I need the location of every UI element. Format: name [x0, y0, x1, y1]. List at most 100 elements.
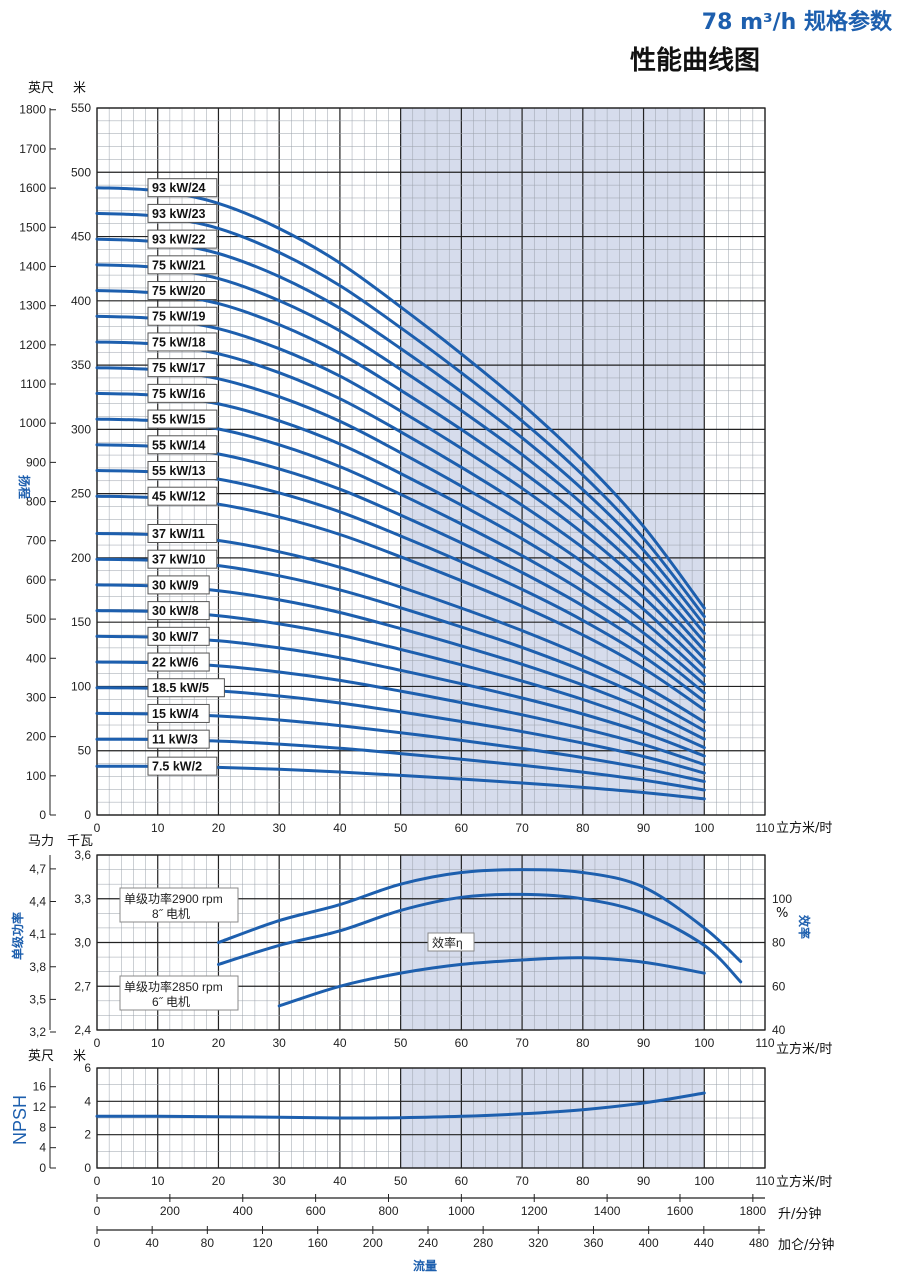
- head-curve-label: 93 kW/24: [152, 181, 206, 195]
- gpm-tick: 360: [583, 1236, 603, 1250]
- head-tick-ft: 1700: [19, 142, 46, 156]
- head-curve-label: 30 kW/9: [152, 578, 199, 592]
- power-tick-hp: 3,5: [29, 992, 46, 1006]
- head-tick-ft: 600: [26, 573, 46, 587]
- power-tick-hp: 3,8: [29, 960, 46, 974]
- head-tick-ft: 1300: [19, 299, 46, 313]
- head-curve-label-box: [147, 460, 218, 480]
- head-tick-m: 0: [84, 808, 91, 822]
- npsh-tick-ft: 12: [33, 1100, 47, 1114]
- power-tick-x: 10: [151, 1036, 165, 1050]
- head-curve-label-box: [147, 409, 218, 429]
- flow-axis-label: 流量: [413, 1258, 437, 1273]
- head-tick-ft: 900: [26, 455, 46, 469]
- eff-tick: 80: [772, 936, 786, 950]
- head-curve-label: 55 kW/14: [152, 438, 206, 452]
- spec-title: 78 m³/h 规格参数: [701, 10, 892, 35]
- power-tick-x: 20: [212, 1036, 226, 1050]
- head-curve: [95, 340, 706, 661]
- head-tick-x: 80: [576, 821, 590, 835]
- power-tick-kw: 3,0: [74, 936, 91, 950]
- gpm-tick: 200: [363, 1236, 383, 1250]
- head-frame: [96, 107, 766, 816]
- power-frame: [96, 854, 766, 1031]
- head-tick-x: 0: [94, 821, 101, 835]
- head-tick-x: 110: [755, 821, 774, 835]
- head-axis-label: 扬程: [17, 475, 32, 499]
- head-curve-label: 37 kW/10: [152, 553, 206, 567]
- percent-label: %: [776, 906, 788, 921]
- flow-unit-label-1: 立方米/时: [776, 820, 832, 836]
- head-tick-x: 70: [515, 821, 529, 835]
- lmin-tick: 1600: [667, 1204, 694, 1218]
- head-curve-label: 75 kW/19: [152, 310, 206, 324]
- npsh-tick-x: 60: [455, 1174, 469, 1188]
- npsh-tick-ft: 4: [39, 1141, 46, 1155]
- npsh-tick-x: 80: [576, 1174, 590, 1188]
- npsh-curve: [95, 1091, 706, 1120]
- head-tick-ft: 800: [26, 495, 46, 509]
- head-curve-label-box: [147, 549, 218, 569]
- lmin-tick: 200: [160, 1204, 180, 1218]
- gpm-unit-label: 加仑/分钟: [778, 1237, 834, 1253]
- head-curve-label: 30 kW/8: [152, 604, 199, 618]
- power-curve: [217, 892, 743, 984]
- power-tick-x: 70: [515, 1036, 529, 1050]
- lmin-tick: 1400: [594, 1204, 621, 1218]
- meters-unit-label: 米: [73, 81, 86, 96]
- head-tick-ft: 1600: [19, 181, 46, 195]
- head-curve-label: 30 kW/7: [152, 630, 199, 644]
- head-tick-m: 500: [71, 165, 91, 179]
- power-curve: [217, 868, 743, 963]
- head-curve-label: 55 kW/15: [152, 413, 206, 427]
- power-tick-x: 40: [333, 1036, 347, 1050]
- npsh-tick-x: 70: [515, 1174, 529, 1188]
- head-curve-label-box: [147, 229, 218, 249]
- feet-unit-label-npsh: 英尺: [28, 1049, 54, 1064]
- lmin-tick: 1000: [448, 1204, 475, 1218]
- head-curves: 7.5 kW/2 11 kW/3 15 kW/4 18.5 kW/5 22 kW/6 30…: [95, 178, 706, 801]
- annotation-2900-line1: 单级功率2900 rpm: [124, 891, 223, 906]
- gpm-tick: 320: [528, 1236, 548, 1250]
- head-tick-m: 400: [71, 294, 91, 308]
- head-tick-x: 50: [394, 821, 408, 835]
- eff-tick: 60: [772, 979, 786, 993]
- head-tick-x: 40: [333, 821, 347, 835]
- power-tick-hp: 4,7: [29, 862, 46, 876]
- gpm-tick: 160: [308, 1236, 328, 1250]
- head-tick-x: 30: [273, 821, 287, 835]
- head-curve-label-box: [147, 306, 218, 326]
- head-curve-label-box: [147, 626, 210, 646]
- head-curve-label: 93 kW/22: [152, 233, 206, 247]
- head-curve: [95, 263, 706, 635]
- head-tick-x: 100: [694, 821, 714, 835]
- head-curve-label-box: [147, 255, 218, 275]
- head-tick-x: 90: [637, 821, 651, 835]
- head-curve-label-box: [147, 703, 210, 723]
- power-tick-kw: 3,6: [74, 848, 91, 862]
- annotation-efficiency: 效率η: [427, 932, 475, 952]
- chart-layer: 0501001502002503003504004505005500100200…: [19, 101, 792, 1250]
- gpm-tick: 280: [473, 1236, 493, 1250]
- head-tick-ft: 1400: [19, 259, 46, 273]
- lmin-tick: 1800: [740, 1204, 767, 1218]
- npsh-frame: [96, 1067, 766, 1169]
- feet-unit-label: 英尺: [28, 81, 54, 96]
- power-tick-x: 50: [394, 1036, 408, 1050]
- power-curve: [277, 956, 706, 1008]
- gpm-tick: 80: [201, 1236, 215, 1250]
- head-curve-label-box: [147, 435, 218, 455]
- head-curve-label-box: [147, 523, 218, 543]
- head-tick-ft: 300: [26, 690, 46, 704]
- npsh-tick-ft: 16: [33, 1080, 47, 1094]
- npsh-tick-x: 110: [755, 1174, 774, 1188]
- head-tick-ft: 1800: [19, 103, 46, 117]
- head-curve: [95, 211, 706, 618]
- power-tick-kw: 2,4: [74, 1023, 91, 1037]
- lmin-tick: 0: [94, 1204, 101, 1218]
- npsh-tick-ft: 8: [39, 1120, 46, 1134]
- gpm-tick: 240: [418, 1236, 438, 1250]
- npsh-tick-m: 0: [84, 1161, 91, 1175]
- annotation-2850: 单级功率2850 rpm 6˝ 电机: [119, 975, 239, 1011]
